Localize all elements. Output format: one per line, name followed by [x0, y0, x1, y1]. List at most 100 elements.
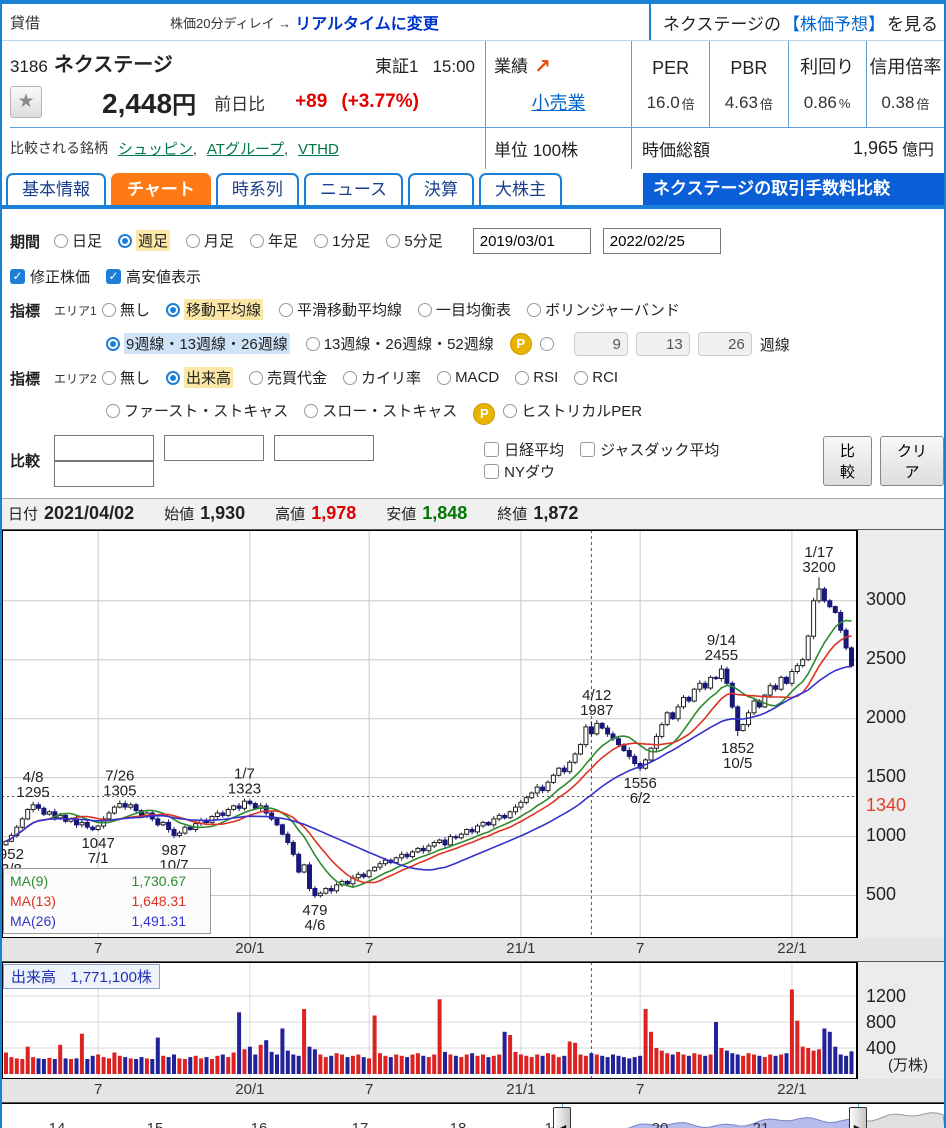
area2-sub-option[interactable]: ファースト・ストキャス: [106, 400, 288, 421]
svg-text:1556: 1556: [623, 775, 656, 792]
radio-icon[interactable]: [106, 336, 120, 351]
area1-sub-option[interactable]: 9週線・13週線・26週線: [106, 333, 290, 355]
area2-option[interactable]: 出来高: [166, 367, 234, 389]
forecast-link[interactable]: 【株価予想】: [783, 14, 885, 34]
area1-sub-option[interactable]: 13週線・26週線・52週線: [305, 333, 494, 354]
area2-option-label: 出来高: [184, 367, 234, 389]
area1-option[interactable]: 移動平均線: [166, 299, 264, 321]
radio-icon[interactable]: [102, 370, 116, 385]
checkbox-icon[interactable]: [484, 463, 500, 479]
sector-link[interactable]: 小売業: [531, 93, 586, 113]
checkbox-icon[interactable]: [580, 441, 596, 457]
radio-icon[interactable]: [437, 370, 452, 385]
navigator-right-handle[interactable]: ▶: [849, 1106, 867, 1128]
volume-axis-unit: (万株): [888, 1056, 928, 1074]
radio-icon[interactable]: [539, 337, 554, 351]
area2-option[interactable]: MACD: [437, 369, 499, 386]
radio-icon[interactable]: [314, 233, 329, 248]
period-option[interactable]: 日足: [54, 230, 102, 251]
radio-icon[interactable]: [515, 370, 530, 385]
clear-button[interactable]: クリア: [880, 435, 944, 486]
radio-icon[interactable]: [574, 370, 589, 385]
area1-custom-radio[interactable]: [539, 337, 558, 351]
candlestick-chart[interactable]: 9523/84/8129510477/17/26130598710/71/713…: [2, 529, 857, 938]
compare-symbol-input[interactable]: [54, 434, 154, 461]
radio-icon[interactable]: [527, 302, 542, 317]
radio-icon[interactable]: [186, 233, 201, 248]
stock-header-right: PER 16.0 倍 PBR 4.63 倍 利回り 0.86% 信用倍率 0.38 倍 時価総額 1…: [632, 41, 944, 169]
navigator-year-label: 14: [48, 1119, 66, 1128]
compare-index-checkbox[interactable]: ジャスダック平均: [580, 439, 719, 460]
display-checkbox[interactable]: ✓ 高安値表示: [106, 266, 201, 287]
compare-symbol-input[interactable]: [54, 460, 154, 487]
radio-icon[interactable]: [118, 233, 133, 248]
checkbox-icon[interactable]: ✓: [10, 268, 25, 284]
area2-option[interactable]: 無し: [102, 367, 150, 388]
period-option[interactable]: 5分足: [386, 230, 443, 251]
date-from-input[interactable]: [472, 228, 591, 254]
compare-stock-link[interactable]: VTHD: [297, 140, 339, 158]
radio-icon[interactable]: [102, 302, 116, 317]
date-to-input[interactable]: [602, 228, 721, 254]
tab-ニュース[interactable]: ニュース: [303, 173, 403, 205]
period-option[interactable]: 年足: [250, 230, 298, 251]
period-option[interactable]: 週足: [118, 230, 171, 252]
area2-option[interactable]: RCI: [574, 369, 618, 386]
ma-period-input[interactable]: [697, 332, 752, 356]
compare-button[interactable]: 比較: [822, 435, 872, 486]
area2-option[interactable]: 売買代金: [249, 367, 327, 388]
compare-symbol-input[interactable]: [274, 434, 374, 461]
area1-option[interactable]: 一目均衡表: [418, 299, 511, 320]
tab-決算[interactable]: 決算: [408, 173, 474, 205]
area2-sub-option[interactable]: スロー・ストキャス: [304, 400, 457, 421]
area1-option[interactable]: 無し: [102, 299, 150, 320]
compare-symbol-input[interactable]: [164, 434, 264, 461]
favorite-star-icon[interactable]: ★: [10, 86, 42, 118]
display-checkbox[interactable]: ✓ 修正株価: [10, 266, 90, 287]
navigator-left-handle[interactable]: ◀: [553, 1106, 571, 1128]
area1-option[interactable]: ボリンジャーバンド: [527, 299, 680, 320]
radio-icon[interactable]: [166, 370, 181, 385]
area2-option[interactable]: RSI: [515, 369, 558, 386]
area2-options: 無し 出来高 売買代金 カイリ率 MACD RSI RCI: [102, 367, 634, 389]
ma-period-input[interactable]: [573, 332, 628, 356]
tab-大株主[interactable]: 大株主: [479, 173, 562, 205]
compare-stock-links: シュッピン, ATグループ, VTHD: [108, 138, 339, 159]
radio-icon[interactable]: [54, 233, 68, 248]
radio-icon[interactable]: [106, 403, 120, 418]
range-navigator[interactable]: 141516171819202122 ◀ ▶: [2, 1102, 944, 1128]
radio-icon[interactable]: [418, 302, 433, 317]
radio-icon[interactable]: [279, 302, 294, 317]
radio-icon[interactable]: [503, 403, 518, 418]
fee-comparison-banner[interactable]: ネクステージの取引手数料比較: [643, 173, 944, 205]
area1-option[interactable]: 平滑移動平均線: [279, 299, 402, 320]
tab-チャート[interactable]: チャート: [111, 173, 211, 205]
area2-sub-option[interactable]: ヒストリカルPER: [503, 400, 642, 421]
radio-icon[interactable]: [166, 302, 181, 317]
area2-sub-options: ファースト・ストキャス スロー・ストキャス P ヒストリカルPER: [106, 400, 658, 425]
volume-bars-chart[interactable]: [2, 961, 857, 1079]
period-option[interactable]: 月足: [186, 230, 234, 251]
ma-period-input[interactable]: [635, 332, 690, 356]
compare-index-checkbox[interactable]: 日経平均: [484, 439, 564, 460]
checkbox-icon[interactable]: [484, 441, 500, 457]
compare-index-checkbox[interactable]: NYダウ: [484, 461, 555, 482]
metric-PBR: PBR 4.63 倍: [709, 41, 787, 127]
compare-stock-link[interactable]: シュッピン: [118, 140, 194, 158]
radio-icon[interactable]: [249, 370, 264, 385]
checkbox-icon[interactable]: ✓: [106, 268, 122, 284]
display-checkbox-row: ✓ 修正株価 ✓ 高安値表示: [2, 259, 944, 293]
radio-icon[interactable]: [304, 403, 319, 418]
radio-icon[interactable]: [305, 336, 320, 351]
compare-stock-link[interactable]: ATグループ: [206, 140, 285, 158]
radio-icon[interactable]: [343, 370, 358, 385]
radio-icon[interactable]: [386, 233, 401, 248]
period-option[interactable]: 1分足: [314, 230, 370, 251]
tab-時系列[interactable]: 時系列: [215, 173, 299, 205]
radio-icon[interactable]: [250, 233, 265, 248]
svg-text:3200: 3200: [802, 559, 835, 576]
tab-基本情報[interactable]: 基本情報: [6, 173, 106, 205]
svg-text:1295: 1295: [16, 783, 49, 800]
area2-option[interactable]: カイリ率: [343, 367, 421, 388]
realtime-link[interactable]: リアルタイムに変更: [295, 16, 439, 33]
